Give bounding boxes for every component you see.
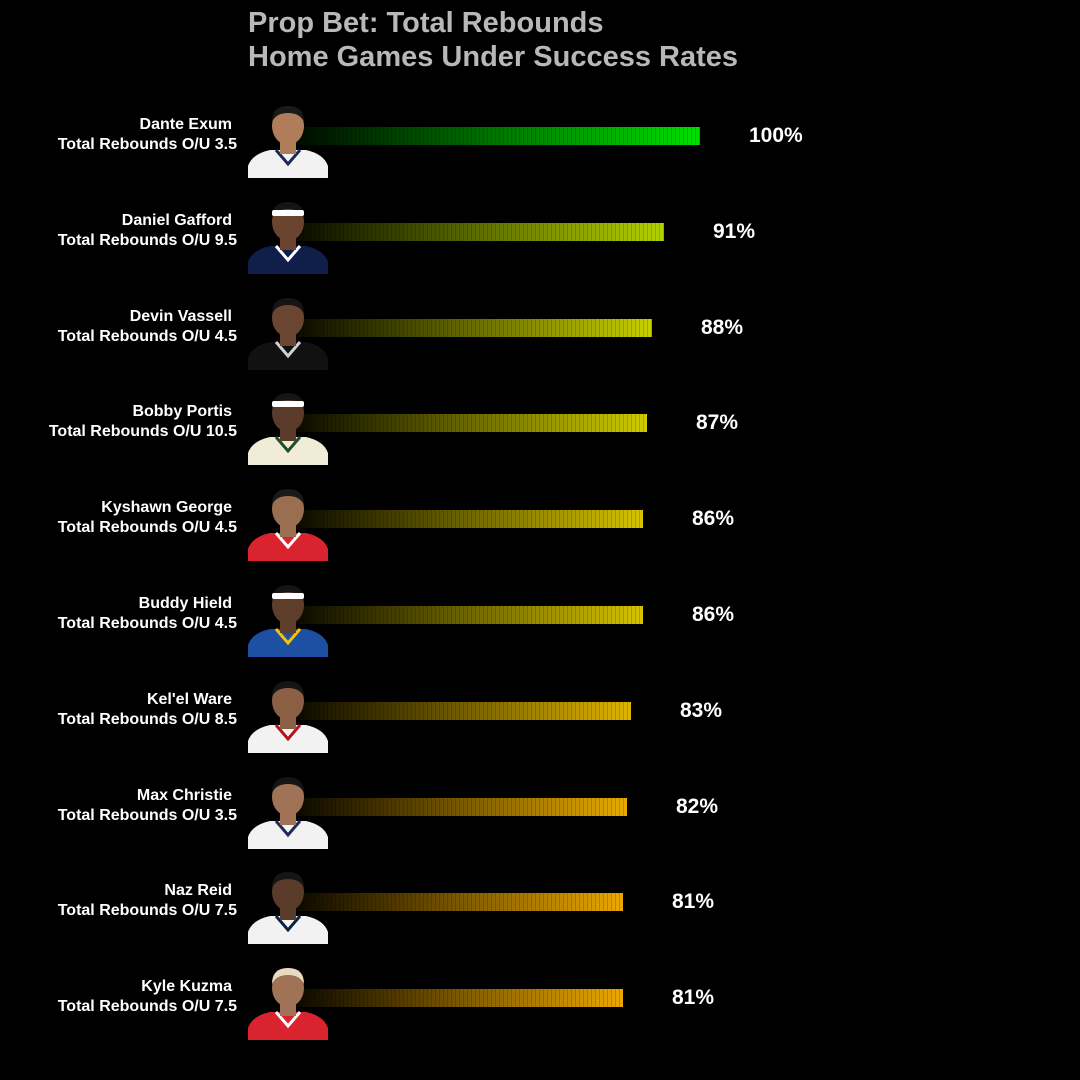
row-label: Devin Vassell Total Rebounds O/U 4.5	[58, 307, 237, 347]
bar	[296, 222, 664, 241]
row-label: Naz Reid Total Rebounds O/U 7.5	[58, 881, 237, 921]
prop-line: Total Rebounds O/U 9.5	[57, 231, 237, 249]
player-headshot-icon	[248, 489, 328, 562]
player-headshot-icon	[248, 680, 328, 753]
chart-row: Kel'el Ware Total Rebounds O/U 8.5 83%	[0, 673, 1080, 769]
bar	[296, 606, 643, 624]
percent-label: 100%	[749, 124, 803, 147]
player-name: Kel'el Ware	[146, 690, 232, 708]
chart-row: Max Christie Total Rebounds O/U 3.5 82%	[0, 769, 1080, 865]
player-headshot-icon	[248, 201, 328, 274]
chart-row: Devin Vassell Total Rebounds O/U 4.5 88%	[0, 290, 1080, 386]
bar	[296, 989, 623, 1008]
player-name: Bobby Portis	[132, 403, 232, 421]
player-name: Kyle Kuzma	[141, 978, 232, 996]
chart-title: Prop Bet: Total Rebounds Home Games Unde…	[248, 6, 738, 74]
prop-line: Total Rebounds O/U 7.5	[57, 998, 237, 1016]
bar	[296, 797, 627, 816]
prop-line: Total Rebounds O/U 3.5	[57, 136, 237, 153]
player-headshot-icon	[248, 585, 328, 657]
player-name: Max Christie	[136, 786, 232, 804]
percent-label: 83%	[680, 698, 723, 722]
bar	[296, 414, 647, 433]
chart-row: Dante Exum Total Rebounds O/U 3.5 100%	[0, 98, 1080, 194]
player-headshot-icon	[248, 106, 328, 178]
prop-line: Total Rebounds O/U 4.5	[57, 519, 237, 537]
player-name: Kyshawn George	[101, 499, 232, 517]
player-name: Naz Reid	[164, 882, 232, 900]
bar	[296, 127, 700, 145]
row-label: Bobby Portis Total Rebounds O/U 10.5	[49, 402, 237, 442]
player-headshot-icon	[248, 776, 328, 849]
player-headshot-icon	[248, 872, 328, 945]
prop-line: Total Rebounds O/U 3.5	[57, 806, 237, 824]
bar	[296, 318, 652, 337]
prop-line: Total Rebounds O/U 7.5	[57, 902, 237, 920]
chart-row: Buddy Hield Total Rebounds O/U 4.5 86%	[0, 577, 1080, 673]
chart-row: Daniel Gafford Total Rebounds O/U 9.5 91%	[0, 194, 1080, 290]
chart-title-line1: Prop Bet: Total Rebounds	[248, 7, 604, 39]
chart-row: Bobby Portis Total Rebounds O/U 10.5 87%	[0, 385, 1080, 481]
row-label: Kel'el Ware Total Rebounds O/U 8.5	[58, 690, 237, 730]
row-label: Kyshawn George Total Rebounds O/U 4.5	[58, 498, 237, 538]
chart-row: Kyle Kuzma Total Rebounds O/U 7.5 81%	[0, 960, 1080, 1056]
chart-title-line2: Home Games Under Success Rates	[248, 41, 738, 73]
row-label: Dante Exum Total Rebounds O/U 3.5	[58, 115, 237, 155]
bar	[296, 701, 631, 720]
chart-row: Naz Reid Total Rebounds O/U 7.5 81%	[0, 864, 1080, 960]
row-label: Buddy Hield Total Rebounds O/U 4.5	[58, 594, 237, 634]
percent-label: 81%	[672, 986, 715, 1010]
player-headshot-icon	[248, 968, 328, 1041]
player-name: Dante Exum	[139, 116, 232, 133]
player-headshot-icon	[248, 297, 328, 370]
row-label: Kyle Kuzma Total Rebounds O/U 7.5	[58, 977, 237, 1017]
percent-label: 81%	[672, 890, 715, 914]
player-name: Daniel Gafford	[121, 211, 232, 229]
player-name: Devin Vassell	[129, 307, 232, 325]
bar	[296, 510, 643, 529]
percent-label: 91%	[713, 219, 756, 243]
bar	[296, 893, 623, 912]
player-headshot-icon	[248, 393, 328, 466]
percent-label: 88%	[701, 315, 744, 339]
percent-label: 86%	[692, 603, 735, 626]
chart-row: Kyshawn George Total Rebounds O/U 4.5 86%	[0, 481, 1080, 577]
prop-line: Total Rebounds O/U 8.5	[57, 710, 237, 728]
percent-label: 87%	[696, 411, 739, 435]
prop-line: Total Rebounds O/U 4.5	[57, 615, 237, 632]
row-label: Daniel Gafford Total Rebounds O/U 9.5	[58, 211, 237, 251]
prop-line: Total Rebounds O/U 10.5	[48, 423, 237, 441]
percent-label: 86%	[692, 507, 735, 531]
percent-label: 82%	[676, 794, 719, 818]
player-name: Buddy Hield	[138, 595, 232, 612]
row-label: Max Christie Total Rebounds O/U 3.5	[58, 786, 237, 826]
prop-line: Total Rebounds O/U 4.5	[57, 327, 237, 345]
